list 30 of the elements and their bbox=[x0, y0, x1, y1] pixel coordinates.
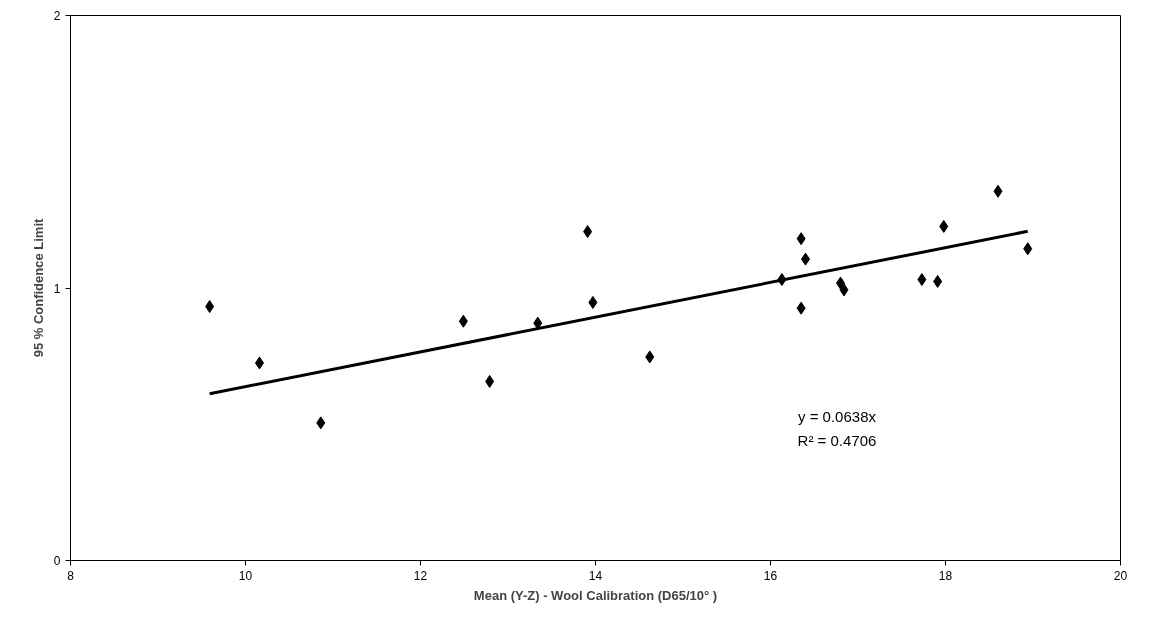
point bbox=[993, 184, 1003, 198]
point bbox=[205, 300, 215, 314]
point bbox=[458, 314, 468, 328]
point bbox=[583, 225, 593, 239]
x-tick-label: 18 bbox=[938, 568, 953, 583]
point bbox=[316, 416, 326, 430]
point bbox=[796, 301, 806, 315]
x-tick-label: 12 bbox=[413, 568, 428, 583]
annotation: R² = 0.4706 bbox=[797, 432, 877, 450]
point bbox=[939, 219, 949, 233]
x-axis-title: Mean (Y-Z) - Wool Calibration (D65/10° ) bbox=[473, 587, 718, 603]
y-tick-label: 1 bbox=[53, 281, 61, 296]
y-tick-label: 2 bbox=[53, 9, 61, 23]
point bbox=[588, 295, 598, 309]
x-tick-label: 10 bbox=[238, 568, 253, 583]
point bbox=[839, 283, 849, 297]
point bbox=[796, 232, 806, 246]
y-axis-title: 95 % Confidence Limit bbox=[30, 217, 46, 358]
x-tick-label: 8 bbox=[67, 568, 75, 583]
point bbox=[917, 273, 927, 287]
x-tick-label: 16 bbox=[763, 568, 778, 583]
annotation: y = 0.0638x bbox=[798, 407, 877, 425]
point bbox=[933, 274, 943, 288]
x-tick-label: 14 bbox=[588, 568, 603, 583]
point bbox=[533, 316, 543, 330]
point bbox=[485, 374, 495, 388]
x-tick-label: 20 bbox=[1113, 568, 1128, 583]
point bbox=[1023, 242, 1033, 256]
y-tick-label: 0 bbox=[53, 554, 61, 568]
point bbox=[645, 350, 655, 364]
